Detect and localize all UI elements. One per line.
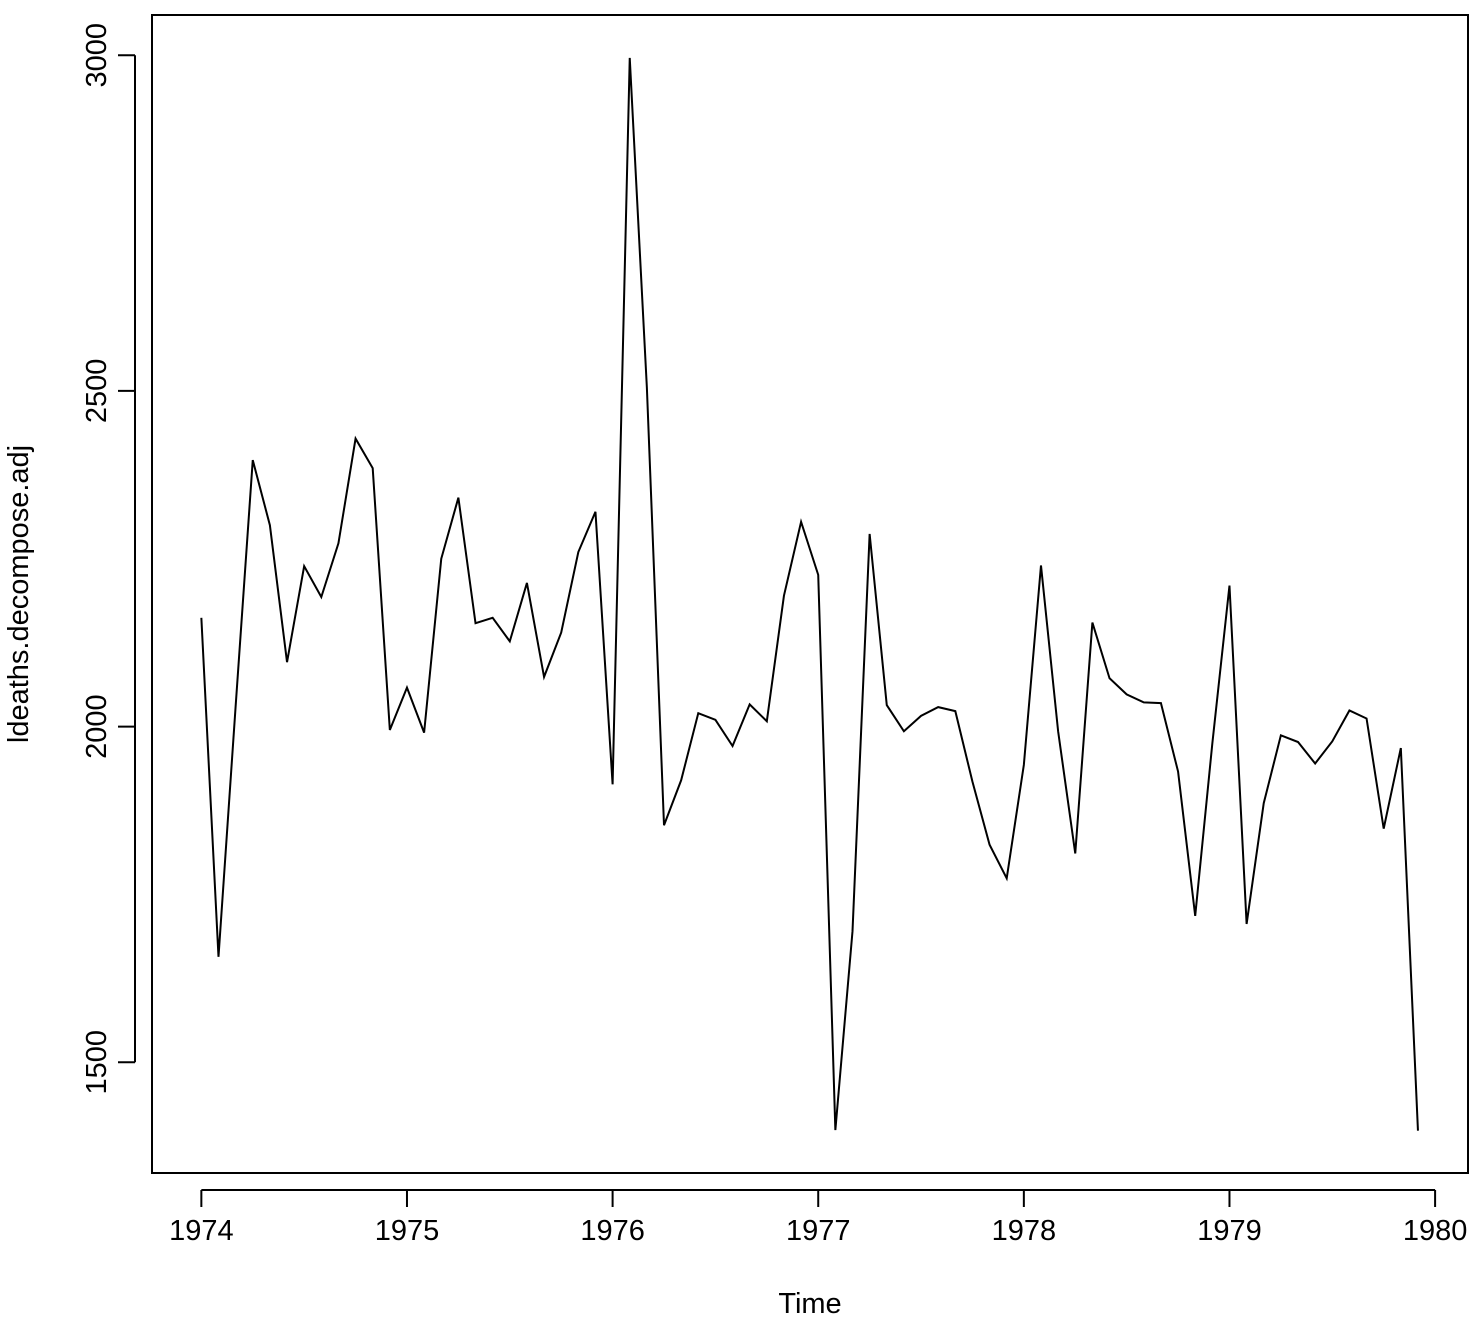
y-tick-label: 1500 (81, 1030, 113, 1095)
series-line (200, 57, 1419, 1131)
x-axis-title: Time (778, 1288, 841, 1320)
x-tick-label: 1978 (992, 1215, 1057, 1247)
x-tick-label: 1974 (169, 1215, 234, 1247)
x-tick-label: 1977 (786, 1215, 851, 1247)
y-tick-label: 3000 (81, 23, 113, 88)
plot-frame (151, 14, 1469, 1174)
x-tick-label: 1976 (580, 1215, 645, 1247)
y-axis-title: ldeaths.decompose.adj (3, 445, 35, 743)
y-tick-label: 2500 (81, 359, 113, 424)
y-tick-label: 2000 (81, 694, 113, 759)
x-tick-label: 1979 (1197, 1215, 1262, 1247)
x-tick-label: 1975 (375, 1215, 440, 1247)
y-axis: 1500 2000 2500 3000 (81, 23, 136, 1095)
x-axis: 1974 1975 1976 1977 1978 1979 1980 (169, 1189, 1468, 1247)
x-tick-label: 1980 (1403, 1215, 1468, 1247)
